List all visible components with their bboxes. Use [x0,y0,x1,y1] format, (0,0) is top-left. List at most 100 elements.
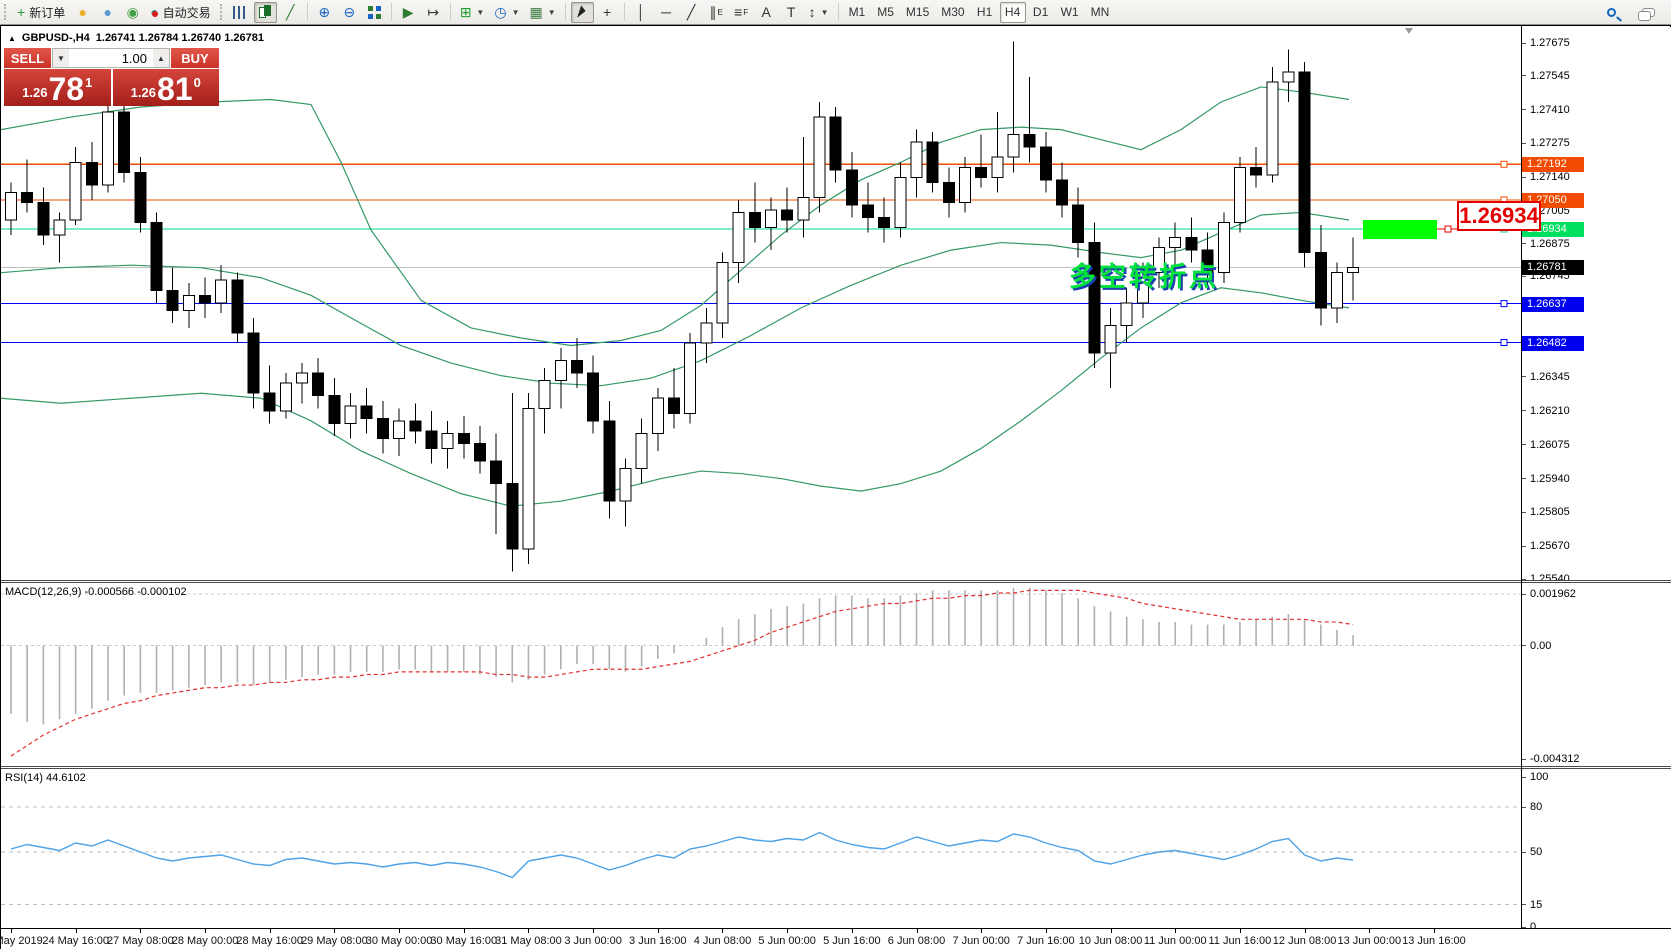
sell-price-button[interactable]: 1.26 78 1 [4,69,111,106]
candle-body [1217,222,1230,274]
timeframe-m5[interactable]: M5 [877,5,894,19]
horizontal-line-button[interactable]: ─ [655,2,678,23]
timeframe-m30[interactable]: M30 [941,5,965,19]
template-dropdown[interactable]: ▦ ▼ [525,2,559,23]
rsi-tick-mark [1522,851,1526,853]
highlight-zone[interactable] [1363,219,1437,240]
auto-trading-button[interactable]: ● 自动交易 [146,2,214,23]
volume-down-button[interactable]: ▼ [53,49,69,67]
vertical-line-button[interactable]: │ [630,2,653,23]
price-chart-canvas[interactable] [1,27,1671,580]
zoom-in-button[interactable]: ⊕ [313,2,336,23]
search-button[interactable] [1600,2,1623,23]
turning-point-annotation: 多空转折点 [1069,262,1219,292]
candle-body [457,432,470,444]
toolbar-separator [837,3,839,21]
collapse-panel-icon[interactable]: ▲ [8,33,16,43]
arrows-dropdown[interactable]: ↕ ▼ [805,2,833,23]
auto-scroll-button[interactable]: ▶ [397,2,420,23]
cursor-icon [577,4,588,20]
new-chart-dropdown[interactable]: ⊞ ▼ [456,2,489,23]
period-dropdown[interactable]: ◷ ▼ [490,2,523,23]
timeframe-h4[interactable]: H4 [999,1,1026,23]
candle-body [21,191,34,203]
macd-tick-label: 0.001962 [1530,588,1576,600]
sell-button[interactable]: SELL [4,48,52,68]
new-order-icon: + [17,4,26,20]
macd-canvas[interactable] [1,583,1671,766]
cursor-button[interactable] [570,1,594,23]
candle-body [1330,272,1343,309]
candle-body [215,279,228,304]
chart-shift-marker[interactable] [1405,28,1413,34]
timeframe-w1[interactable]: W1 [1060,5,1079,19]
chat-button[interactable] [1637,2,1660,23]
community-icon-icon: ● [103,4,112,20]
price-badge-1.26637: 1.26637 [1522,296,1584,312]
signals-icon-icon: ◉ [126,4,139,20]
rsi-canvas[interactable] [1,769,1671,928]
macd-tick-mark [1522,645,1526,647]
time-tick [269,929,271,933]
time-label: 6 Jun 08:00 [887,935,946,947]
timeframe-d1[interactable]: D1 [1032,5,1049,19]
crosshair-button[interactable]: + [596,2,619,23]
rsi-pane[interactable]: RSI(14) 44.6102 100 80 50 15 0 [1,769,1671,928]
timeframe-h1[interactable]: H1 [976,5,993,19]
rsi-line [10,831,1354,879]
rsi-tick-label: 80 [1530,801,1543,813]
level-anchor[interactable] [1500,339,1508,347]
candle-body [829,116,842,171]
buy-price-button[interactable]: 1.26 81 0 [112,69,219,106]
fibonacci-button[interactable]: ≡ F [730,2,753,23]
time-tick [1304,929,1306,933]
trendline-button[interactable]: ╱ [680,2,703,23]
candle-body [667,397,680,414]
candle-body [344,405,357,424]
toolbar-right-group [1599,2,1671,23]
price-tick-label: 1.26345 [1530,370,1570,383]
new-order-button[interactable]: + 新订单 [13,2,69,23]
line-chart-button[interactable]: ╱ [279,2,302,23]
one-click-trading-panel[interactable]: SELL ▼ 1.00 ▲ BUY 1.26 78 1 1.26 81 [4,48,219,106]
candlestick-chart-button[interactable] [253,1,277,23]
equidistant-channel-button[interactable]: ∥ E [705,2,728,23]
chart-shift-button[interactable]: ↦ [422,2,445,23]
time-tick [1110,929,1112,933]
pane-separator[interactable] [1,580,1671,583]
timeframe-mn[interactable]: MN [1090,5,1110,19]
time-label: 4 Jun 08:00 [693,935,752,947]
candle-body [134,171,147,224]
price-tag-label[interactable]: 1.26934 [1457,201,1541,231]
bar-chart-button[interactable] [229,2,252,23]
candle-body [1169,237,1182,249]
text-button[interactable]: A [755,2,778,23]
signals-icon[interactable]: ◉ [121,2,144,23]
macd-pane[interactable]: MACD(12,26,9) -0.000566 -0.000102 0.0019… [1,583,1671,766]
level-anchor[interactable] [1500,300,1508,308]
volume-input[interactable]: 1.00 [121,50,147,66]
volume-up-button[interactable]: ▲ [153,49,169,67]
community-icon[interactable]: ● [96,2,119,23]
chart-window[interactable]: ▲ GBPUSD-,H4 1.26741 1.26784 1.26740 1.2… [0,25,1671,950]
symbol-title: GBPUSD-,H4 [21,32,90,44]
level-anchor[interactable] [1500,160,1508,168]
time-tick [205,929,207,933]
rsi-tick-mark [1522,776,1526,778]
buy-button[interactable]: BUY [170,48,219,68]
price-chart-pane[interactable]: ▲ GBPUSD-,H4 1.26741 1.26784 1.26740 1.2… [1,27,1671,580]
tip-of-day-icon[interactable]: ● [71,2,94,23]
timeframe-m15[interactable]: M15 [905,5,930,19]
chat-icon [1638,7,1655,21]
timeframe-m1[interactable]: M1 [848,5,866,19]
time-label: 3 Jun 16:00 [629,935,687,947]
zoom-out-button[interactable]: ⊖ [338,2,361,23]
candle-body [1298,71,1311,254]
bar-chart-icon [233,5,248,19]
text-label-button[interactable]: T [780,2,803,23]
price-badge-1.26482: 1.26482 [1522,335,1584,351]
pane-separator[interactable] [1,766,1671,769]
symbol-header[interactable]: ▲ GBPUSD-,H4 1.26741 1.26784 1.26740 1.2… [8,32,264,44]
tile-windows-button[interactable] [363,2,386,23]
